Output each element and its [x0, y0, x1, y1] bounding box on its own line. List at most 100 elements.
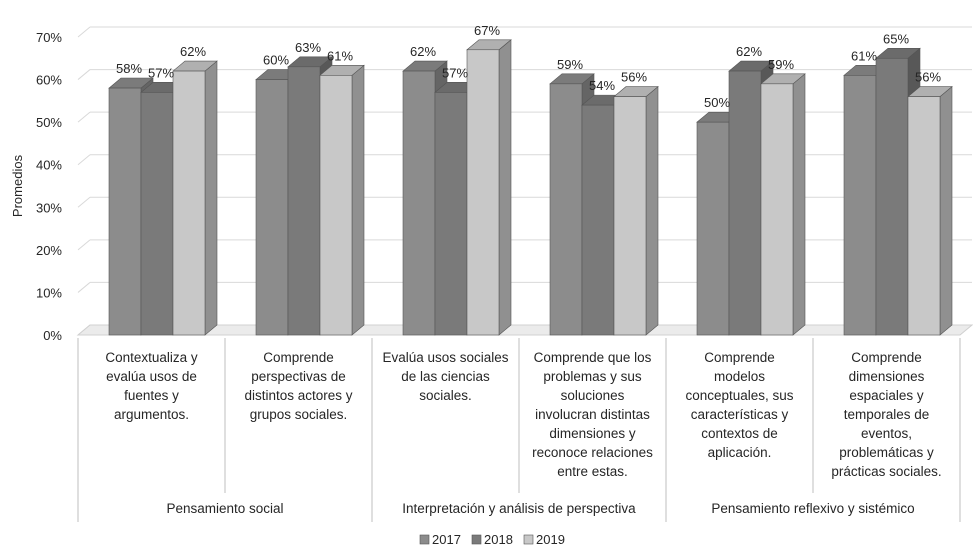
- category-label: evalúa usos de: [106, 369, 197, 384]
- bar-front: [140, 92, 174, 336]
- category-label: sociales.: [419, 388, 472, 403]
- bar-value-label: 59%: [768, 57, 794, 72]
- legend-swatch: [523, 534, 534, 545]
- y-axis-ticks: 0% 10% 20% 30% 40% 50% 60% 70%: [36, 30, 62, 343]
- bar-front: [843, 75, 877, 336]
- category-label: contextos de: [701, 426, 778, 441]
- bar-front: [696, 121, 730, 336]
- bar-front: [255, 79, 289, 336]
- gridline-depth: [77, 239, 91, 251]
- y-tick-label: 50%: [36, 115, 62, 130]
- gridline-depth: [77, 69, 91, 80]
- legend-swatch: [471, 534, 482, 545]
- y-tick-label: 10%: [36, 285, 62, 300]
- category-label: perspectivas de: [251, 369, 346, 384]
- category-label: prácticas sociales.: [831, 464, 941, 479]
- bar-side: [939, 85, 953, 336]
- category-label: aplicación.: [708, 445, 772, 460]
- bar-front: [728, 70, 762, 336]
- bar: [760, 73, 806, 336]
- bar-value-label: 61%: [851, 48, 877, 63]
- category-label: modelos: [714, 369, 765, 384]
- legend-label: 2018: [484, 532, 513, 547]
- category-label: características y: [691, 407, 789, 422]
- y-tick-label: 0%: [43, 328, 62, 343]
- bar: [172, 60, 218, 336]
- category-label: grupos sociales.: [250, 407, 348, 422]
- group-label: Pensamiento social: [166, 501, 283, 516]
- bar-value-label: 50%: [704, 95, 730, 110]
- category-label: problemáticas y: [839, 445, 934, 460]
- category-label: conceptuales, sus: [685, 388, 793, 403]
- bar-value-label: 63%: [295, 40, 321, 55]
- gridline-depth: [77, 154, 91, 166]
- category-label: Comprende: [263, 350, 334, 365]
- bar-value-label: 62%: [410, 44, 436, 59]
- bar-value-label: 56%: [915, 70, 941, 85]
- bar-series: [108, 39, 953, 336]
- bar-side: [498, 39, 512, 336]
- category-label: argumentos.: [114, 407, 189, 422]
- bar-value-label: 54%: [589, 78, 615, 93]
- category-label: Comprende que los: [534, 350, 652, 365]
- bar: [319, 64, 365, 336]
- y-tick-label: 20%: [36, 243, 62, 258]
- category-label: involucran distintas: [535, 407, 650, 422]
- bar-side: [792, 73, 806, 336]
- group-label: Interpretación y análisis de perspectiva: [402, 501, 636, 516]
- y-tick-label: 30%: [36, 200, 62, 215]
- bar-front: [875, 57, 909, 336]
- bar-front: [172, 70, 206, 336]
- data-labels: 58% 57% 62% 60% 63% 61% 62% 57% 67% 59% 54% 56% 50% 6…: [116, 23, 941, 110]
- category-label: Comprende: [851, 350, 922, 365]
- bar-front: [402, 70, 436, 336]
- bar-front: [466, 49, 500, 336]
- bar-side: [645, 85, 659, 336]
- bar: [613, 85, 659, 336]
- y-tick-label: 40%: [36, 158, 62, 173]
- bar-front: [760, 83, 794, 336]
- bar-value-label: 58%: [116, 61, 142, 76]
- category-label: fuentes y: [124, 388, 179, 403]
- category-label: eventos,: [861, 426, 912, 441]
- bar-side: [351, 64, 365, 336]
- bar-front: [108, 87, 142, 336]
- category-label: de las ciencias: [401, 369, 490, 384]
- bar-value-label: 62%: [736, 44, 762, 59]
- category-label: soluciones: [561, 388, 625, 403]
- gridline-depth: [77, 196, 91, 208]
- legend: 2017 2018 2019: [419, 532, 565, 547]
- bar-value-label: 56%: [621, 70, 647, 85]
- bar-front: [434, 92, 468, 336]
- bar-front: [287, 66, 321, 336]
- category-label: entre estas.: [557, 464, 628, 479]
- bar-value-label: 60%: [263, 53, 289, 68]
- bar-value-label: 61%: [327, 48, 353, 63]
- category-label: problemas y sus: [543, 369, 642, 384]
- legend-swatch: [419, 534, 430, 545]
- gridline-depth: [77, 111, 91, 123]
- bar-value-label: 62%: [180, 44, 206, 59]
- category-axis-table: Contextualiza y evalúa usos de fuentes y ar…: [77, 338, 961, 522]
- category-label: reconoce relaciones: [532, 445, 653, 460]
- group-label: Pensamiento reflexivo y sistémico: [711, 501, 914, 516]
- category-label: dimensiones y: [549, 426, 636, 441]
- bar: [466, 39, 512, 336]
- category-label: dimensiones: [849, 369, 925, 384]
- bar-value-label: 65%: [883, 31, 909, 46]
- category-label: distintos actores y: [244, 388, 352, 403]
- gridline-depth: [77, 26, 91, 38]
- legend-label: 2017: [432, 532, 461, 547]
- category-label: Comprende: [704, 350, 775, 365]
- gridline-depth: [77, 282, 91, 293]
- bar-front: [613, 96, 647, 336]
- bar-value-label: 67%: [474, 23, 500, 38]
- category-label: Evalúa usos sociales: [382, 350, 508, 365]
- bar-front: [549, 83, 583, 336]
- legend-label: 2019: [536, 532, 565, 547]
- bar-front: [581, 104, 615, 336]
- bar-value-label: 57%: [148, 65, 174, 80]
- bar-value-label: 57%: [442, 65, 468, 80]
- bar-front: [907, 96, 941, 336]
